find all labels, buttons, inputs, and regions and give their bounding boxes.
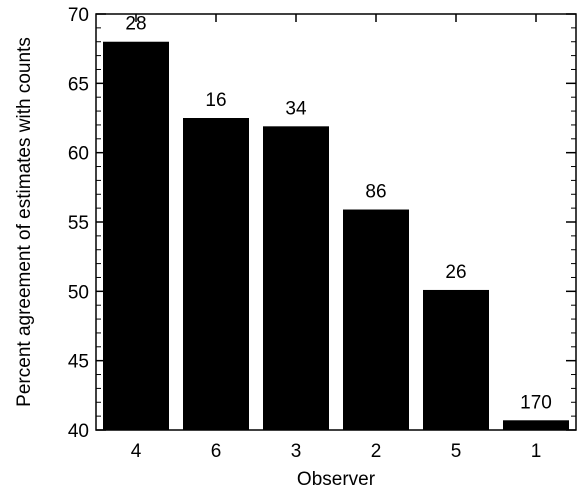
bar-data-label: 170 [520, 392, 552, 413]
y-tick-label: 50 [68, 282, 89, 303]
bar-data-label: 26 [445, 262, 466, 283]
bar-data-label: 16 [205, 90, 226, 111]
y-tick-label: 70 [68, 5, 89, 26]
y-tick-label: 65 [68, 74, 89, 95]
bar-data-label: 34 [285, 98, 307, 119]
y-tick-label: 55 [68, 213, 89, 234]
y-tick-label: 60 [68, 144, 89, 165]
bar-observer-6 [183, 118, 249, 430]
bar-data-label: 86 [365, 182, 386, 203]
bar-observer-4 [103, 41, 169, 430]
y-tick-label: 40 [68, 421, 89, 442]
x-axis-ticks: 4 6 3 2 5 1 [131, 14, 542, 462]
y-axis-title: Percent agreement of estimates with coun… [14, 37, 35, 407]
y-tick-label: 45 [68, 352, 89, 373]
bar-data-label: 28 [125, 14, 146, 35]
x-tick-label: 1 [531, 441, 542, 462]
x-tick-label: 5 [451, 441, 462, 462]
x-tick-label: 3 [291, 441, 302, 462]
bar-observer-3 [263, 126, 329, 430]
y-axis-ticks: 40 45 50 55 60 65 70 [68, 5, 576, 442]
x-tick-label: 2 [371, 441, 382, 462]
bars-group [103, 41, 569, 430]
bar-observer-5 [423, 289, 489, 430]
x-tick-label: 6 [211, 441, 222, 462]
bar-labels-group: 28 16 34 86 26 170 [125, 14, 551, 414]
x-axis-title: Observer [297, 469, 376, 490]
bar-observer-2 [343, 209, 409, 430]
x-tick-label: 4 [131, 441, 142, 462]
